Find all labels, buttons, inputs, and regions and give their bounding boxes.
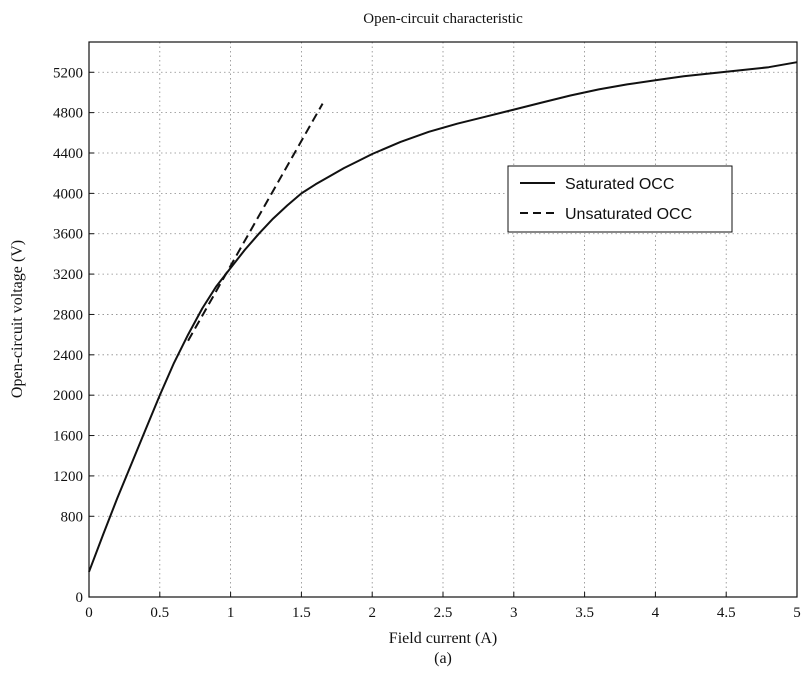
y-tick-label: 0 [76, 590, 84, 606]
legend-label-unsaturated: Unsaturated OCC [565, 206, 692, 223]
y-tick-label: 2000 [53, 388, 83, 404]
axis-ticks: 0 0.5 1 1.5 2 2.5 3 3.5 4 4.5 5 0 800 1200 1600 2000 240… [53, 65, 801, 621]
x-axis-label: Field current (A) [389, 630, 497, 647]
y-tick-label: 3200 [53, 267, 83, 283]
y-tick-label: 4000 [53, 186, 83, 202]
x-tick-label: 3 [510, 605, 518, 621]
legend: Saturated OCC Unsaturated OCC [507, 165, 733, 233]
series-line-saturated [88, 61, 798, 573]
legend-box [507, 165, 733, 233]
x-tick-label: 4 [652, 605, 660, 621]
y-tick-label: 3600 [53, 227, 83, 243]
x-tick-label: 2.5 [434, 605, 453, 621]
x-tick-label: 0 [85, 605, 93, 621]
grid [89, 42, 797, 597]
y-axis-label: Open-circuit voltage (V) [9, 240, 26, 398]
x-tick-label: 5 [793, 605, 801, 621]
y-tick-label: 2400 [53, 348, 83, 364]
x-tick-label: 2 [368, 605, 376, 621]
chart-title: Open-circuit characteristic [363, 11, 523, 27]
series-lines [88, 61, 798, 573]
x-tick-label: 3.5 [575, 605, 594, 621]
x-tick-label: 1 [227, 605, 235, 621]
y-tick-label: 800 [61, 509, 84, 525]
legend-label-saturated: Saturated OCC [565, 176, 674, 193]
y-tick-label: 1600 [53, 429, 83, 445]
y-tick-label: 1200 [53, 469, 83, 485]
x-tick-label: 0.5 [150, 605, 169, 621]
figure-caption: (a) [434, 650, 452, 667]
y-tick-label: 4800 [53, 106, 83, 122]
x-tick-label: 4.5 [717, 605, 736, 621]
y-tick-label: 5200 [53, 65, 83, 81]
x-tick-label: 1.5 [292, 605, 311, 621]
series-line-unsaturated [187, 103, 324, 342]
y-tick-label: 4400 [53, 146, 83, 162]
y-tick-label: 2800 [53, 307, 83, 323]
